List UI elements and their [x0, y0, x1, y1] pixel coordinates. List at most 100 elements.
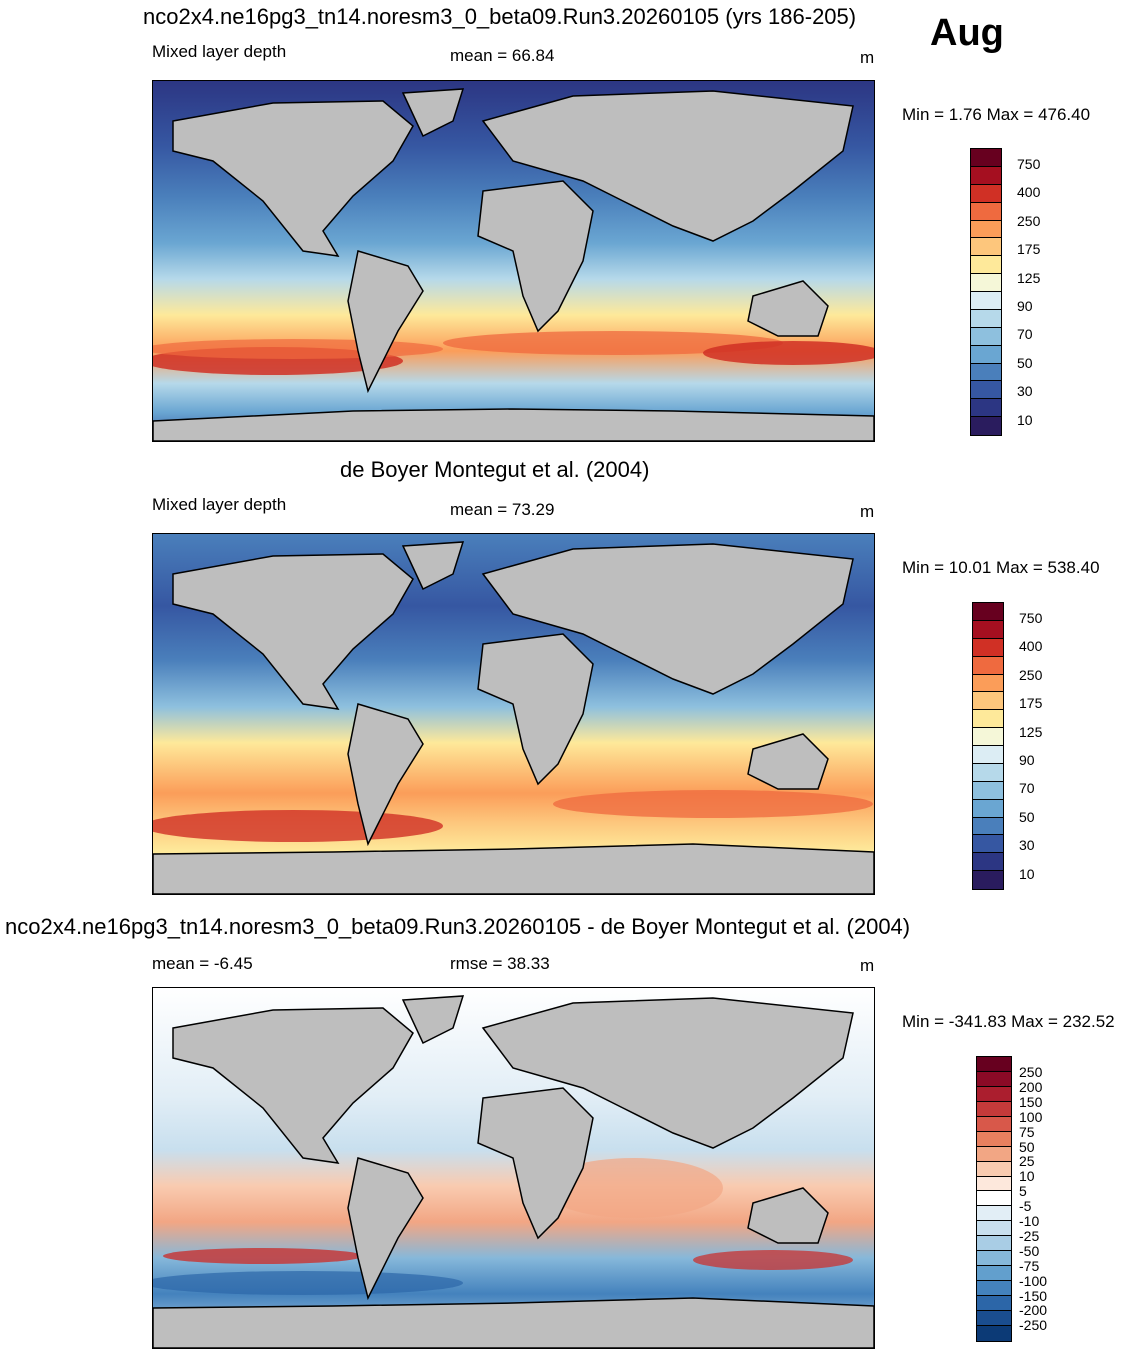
panel3-colorbar [976, 1056, 1012, 1342]
colorbar-tick-label: 30 [1017, 383, 1033, 400]
colorbar-swatch [971, 202, 1001, 221]
panel2-map-graphic [153, 534, 874, 894]
colorbar-tick-label: 10 [1017, 411, 1033, 428]
colorbar-swatch [973, 692, 1003, 711]
colorbar-swatch [971, 327, 1001, 346]
colorbar-tick-label: -100 [1019, 1272, 1048, 1289]
panel3-rmse-label: rmse = 38.33 [450, 954, 550, 973]
colorbar-swatch [973, 871, 1003, 889]
colorbar-swatch [973, 799, 1003, 818]
colorbar-tick-label: -50 [1019, 1242, 1040, 1259]
colorbar-tick-label: 250 [1019, 666, 1043, 683]
colorbar-swatch [977, 1281, 1011, 1296]
colorbar-swatch [973, 620, 1003, 639]
panel1-minmax-label: Min = 1.76 Max = 476.40 [902, 105, 1091, 124]
colorbar-tick-label: 200 [1019, 1078, 1043, 1095]
colorbar-tick-label: 400 [1019, 638, 1043, 655]
panel3-title: nco2x4.ne16pg3_tn14.noresm3_0_beta09.Run… [5, 914, 911, 939]
panel2-mean-label: mean = 73.29 [450, 500, 555, 519]
panel2-minmax-label: Min = 10.01 Max = 538.40 [902, 558, 1100, 577]
colorbar-swatch [971, 238, 1001, 257]
panel2-colorbar [972, 602, 1004, 890]
colorbar-swatch [977, 1101, 1011, 1117]
colorbar-tick-label: 90 [1017, 298, 1033, 314]
colorbar-tick-label: 750 [1019, 610, 1043, 626]
colorbar-swatch [971, 381, 1001, 400]
colorbar-swatch [977, 1131, 1011, 1147]
colorbar-tick-label: -75 [1019, 1257, 1040, 1274]
colorbar-swatch [971, 274, 1001, 292]
colorbar-tick-label: 250 [1019, 1064, 1043, 1080]
colorbar-swatch [971, 166, 1001, 185]
colorbar-swatch [971, 149, 1001, 167]
colorbar-swatch [973, 763, 1003, 782]
panel1-map-graphic [153, 81, 874, 441]
colorbar-swatch [971, 309, 1001, 328]
panel2-map [152, 533, 875, 895]
colorbar-swatch [973, 835, 1003, 854]
colorbar-tick-label: 250 [1017, 212, 1041, 229]
colorbar-swatch [973, 674, 1003, 693]
colorbar-swatch [973, 728, 1003, 746]
colorbar-swatch [977, 1116, 1011, 1132]
colorbar-swatch [973, 603, 1003, 621]
colorbar-swatch [973, 656, 1003, 675]
panel3-map-graphic [153, 988, 874, 1348]
colorbar-swatch [971, 184, 1001, 203]
colorbar-swatch [977, 1057, 1011, 1072]
colorbar-swatch [977, 1325, 1011, 1341]
colorbar-tick-label: 125 [1019, 723, 1043, 740]
colorbar-swatch [973, 638, 1003, 657]
colorbar-tick-label: 175 [1017, 241, 1041, 258]
panel2-variable-label: Mixed layer depth [152, 495, 287, 514]
colorbar-swatch [977, 1236, 1011, 1252]
colorbar-swatch [971, 399, 1001, 418]
colorbar-swatch [973, 710, 1003, 729]
panel1-colorbar [970, 148, 1002, 436]
colorbar-swatch [977, 1161, 1011, 1177]
colorbar-swatch [973, 781, 1003, 800]
colorbar-tick-label: 10 [1019, 1168, 1035, 1185]
colorbar-tick-label: 90 [1019, 752, 1035, 768]
colorbar-tick-label: 125 [1017, 269, 1041, 286]
colorbar-tick-label: 75 [1019, 1123, 1035, 1140]
colorbar-tick-label: 25 [1019, 1153, 1035, 1170]
panel2-title: de Boyer Montegut et al. (2004) [340, 457, 650, 482]
panel1-variable-label: Mixed layer depth [152, 42, 287, 61]
colorbar-tick-label: 400 [1017, 184, 1041, 201]
colorbar-tick-label: 50 [1019, 1138, 1035, 1155]
colorbar-tick-label: 750 [1017, 156, 1041, 172]
colorbar-swatch [971, 363, 1001, 382]
colorbar-swatch [971, 256, 1001, 275]
colorbar-tick-label: 5 [1019, 1183, 1027, 1200]
panel1-map [152, 80, 875, 442]
colorbar-swatch [971, 417, 1001, 435]
colorbar-tick-label: -200 [1019, 1302, 1048, 1319]
colorbar-swatch [973, 817, 1003, 836]
colorbar-swatch [977, 1221, 1011, 1237]
colorbar-swatch [973, 853, 1003, 872]
panel3-map [152, 987, 875, 1349]
colorbar-swatch [977, 1191, 1011, 1207]
colorbar-swatch [977, 1146, 1011, 1162]
colorbar-swatch [971, 220, 1001, 239]
panel3-minmax-label: Min = -341.83 Max = 232.52 [902, 1012, 1115, 1031]
colorbar-tick-label: -250 [1019, 1317, 1048, 1334]
panel3-units-label: m [860, 956, 875, 975]
colorbar-tick-label: 70 [1019, 780, 1035, 797]
month-label: Aug [930, 12, 1004, 54]
colorbar-tick-label: 10 [1019, 865, 1035, 882]
colorbar-swatch [977, 1086, 1011, 1102]
colorbar-swatch [977, 1296, 1011, 1311]
colorbar-tick-label: 175 [1019, 695, 1043, 712]
colorbar-swatch [977, 1176, 1011, 1192]
colorbar-swatch [973, 746, 1003, 764]
colorbar-swatch [977, 1310, 1011, 1326]
panel1-units-label: m [860, 48, 875, 67]
panel1-mean-label: mean = 66.84 [450, 46, 555, 65]
colorbar-tick-label: 150 [1019, 1093, 1043, 1110]
panel1-title: nco2x4.ne16pg3_tn14.noresm3_0_beta09.Run… [143, 4, 857, 29]
colorbar-tick-label: 70 [1017, 326, 1033, 343]
colorbar-tick-label: 100 [1019, 1108, 1043, 1125]
colorbar-swatch [977, 1266, 1011, 1282]
